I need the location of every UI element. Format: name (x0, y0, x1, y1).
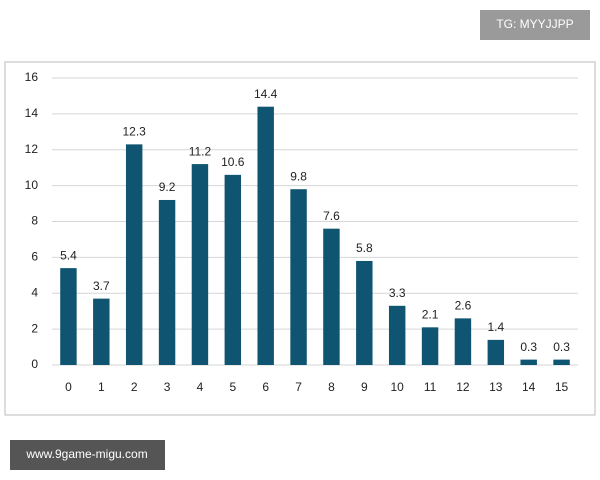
bar (553, 359, 570, 365)
value-label: 0.3 (553, 340, 570, 354)
bar (421, 327, 439, 365)
bar (356, 260, 373, 365)
value-label: 2.6 (455, 299, 472, 313)
x-tick-label: 15 (555, 380, 569, 394)
x-tick-label: 14 (522, 380, 536, 394)
x-tick-label: 1 (98, 380, 105, 394)
value-label: 12.3 (123, 125, 147, 139)
value-label: 5.4 (60, 248, 77, 262)
x-tick-label: 2 (131, 380, 138, 394)
bottom-badge (10, 440, 165, 470)
x-tick-label: 0 (65, 380, 72, 394)
y-tick-label: 8 (31, 214, 38, 228)
bottom-badge-text: www.9game-migu.com (25, 447, 147, 461)
y-tick-label: 4 (31, 285, 38, 299)
value-label: 14.4 (254, 87, 278, 101)
y-tick-label: 10 (25, 178, 39, 192)
x-tick-label: 12 (456, 380, 470, 394)
x-tick-label: 13 (489, 380, 503, 394)
x-tick-label: 3 (164, 380, 171, 394)
x-tick-label: 9 (361, 380, 368, 394)
x-tick-label: 4 (197, 380, 204, 394)
value-label: 5.8 (356, 241, 373, 255)
y-tick-label: 12 (25, 142, 39, 156)
value-label: 2.1 (422, 308, 439, 322)
value-label: 9.2 (159, 180, 176, 194)
y-tick-label: 14 (25, 106, 39, 120)
bar (388, 305, 406, 365)
y-tick-label: 6 (31, 250, 38, 264)
value-label: 3.7 (93, 279, 110, 293)
value-label: 9.8 (290, 169, 307, 183)
bar (224, 174, 242, 365)
bar (520, 359, 537, 365)
bar (323, 228, 340, 365)
x-tick-label: 5 (229, 380, 236, 394)
y-tick-label: 16 (25, 70, 39, 84)
bar (454, 318, 472, 365)
y-tick-label: 2 (31, 321, 38, 335)
x-tick-label: 7 (295, 380, 302, 394)
x-tick-label: 8 (328, 380, 335, 394)
value-label: 3.3 (389, 286, 406, 300)
value-label: 1.4 (487, 320, 504, 334)
y-tick-label: 0 (31, 357, 38, 371)
value-label: 10.6 (221, 155, 245, 169)
x-tick-label: 10 (391, 380, 405, 394)
value-label: 11.2 (189, 144, 212, 158)
x-tick-label: 11 (424, 380, 437, 394)
x-tick-label: 6 (262, 380, 269, 394)
top-badge-text: TG: MYYJJPP (496, 17, 573, 31)
value-label: 7.6 (323, 209, 340, 223)
bar (158, 199, 176, 365)
top-badge (480, 10, 590, 40)
bar (191, 164, 209, 365)
bar (257, 106, 274, 365)
bar (60, 268, 77, 365)
bar (93, 298, 110, 365)
value-label: 0.3 (520, 340, 537, 354)
bar (125, 144, 143, 365)
bar (290, 189, 307, 365)
bar (487, 339, 505, 365)
plot: 0 2 4 6 8 10 12 14 16 0 5.4 1 3.7 2 12.3 3 9.2 4 11.2 5 10.6… (25, 70, 578, 394)
